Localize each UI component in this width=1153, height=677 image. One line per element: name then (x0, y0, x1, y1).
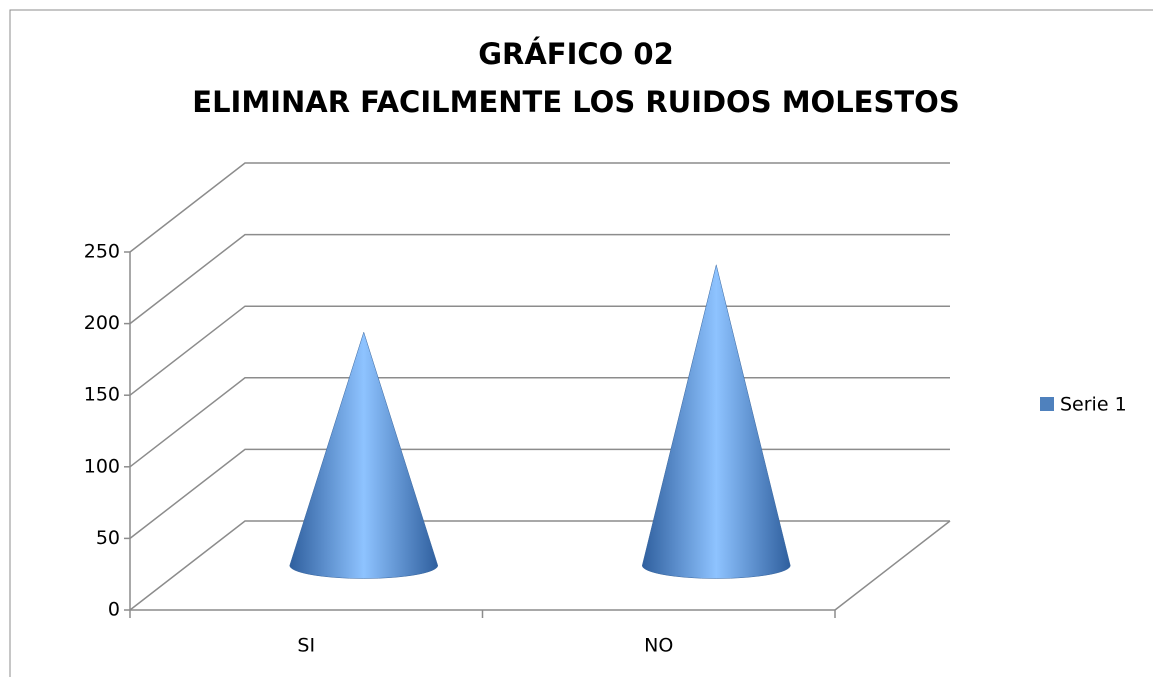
grid-line (129, 233, 950, 325)
floor-edge (834, 520, 951, 611)
y-tick-label: 150 (84, 384, 120, 406)
y-tick-label: 0 (108, 599, 120, 621)
legend-label: Serie 1 (1060, 394, 1127, 416)
chart-border (9, 9, 1153, 677)
x-tick-label: NO (644, 635, 673, 657)
y-tick-label: 100 (84, 455, 120, 477)
y-tick-label: 200 (84, 312, 120, 334)
cone (289, 331, 439, 579)
grid-line (129, 162, 950, 253)
y-tick-label: 250 (84, 241, 120, 263)
chart-title: GRÁFICO 02 (478, 37, 674, 71)
y-tick-label: 50 (96, 527, 120, 549)
cone (641, 264, 791, 579)
x-tick-label: SI (297, 635, 315, 657)
legend-swatch (1040, 397, 1054, 411)
chart-subtitle: ELIMINAR FACILMENTE LOS RUIDOS MOLESTOS (192, 85, 959, 119)
